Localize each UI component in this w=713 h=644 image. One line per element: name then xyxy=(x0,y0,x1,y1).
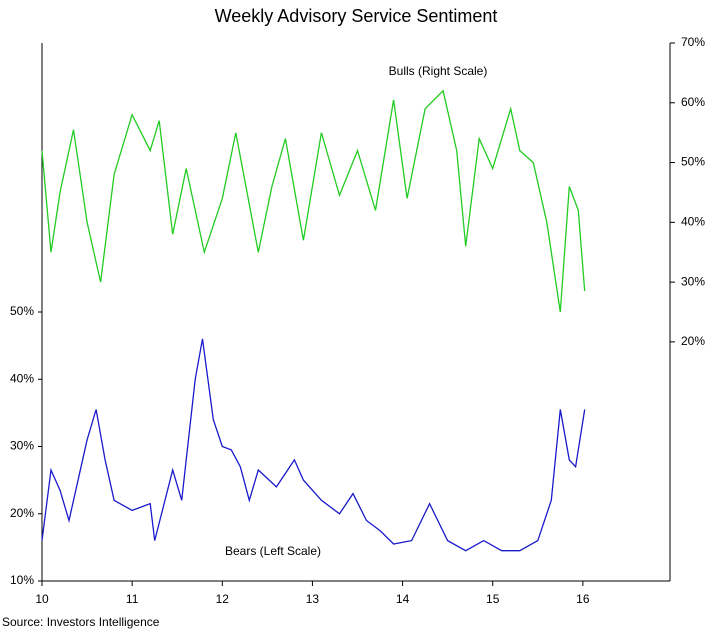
chart-title: Weekly Advisory Service Sentiment xyxy=(215,6,498,26)
y-tick-label: 10% xyxy=(10,573,34,587)
x-tick-label: 10 xyxy=(35,592,49,606)
series-line xyxy=(41,89,586,313)
x-tick-label: 11 xyxy=(126,592,139,606)
y-tick-label: 20% xyxy=(10,506,34,520)
y2-tick-label: 30% xyxy=(681,274,705,288)
source: Source: Investors Intelligence xyxy=(2,615,160,629)
y-tick-label: 40% xyxy=(10,371,34,385)
y-tick-label: 30% xyxy=(10,439,34,453)
y2-tick-label: 60% xyxy=(681,95,705,109)
x-tick-label: 12 xyxy=(216,592,230,606)
x-tick-label: 15 xyxy=(486,592,500,606)
x-tick-label: 14 xyxy=(396,592,410,606)
y2-tick-label: 50% xyxy=(681,155,705,169)
y2-tick-label: 70% xyxy=(681,35,705,49)
x-tick-label: 13 xyxy=(306,592,320,606)
x-tick-label: 16 xyxy=(576,592,590,606)
series-line xyxy=(41,338,586,552)
annotation: Bulls (Right Scale) xyxy=(389,64,488,78)
y2-tick-label: 40% xyxy=(681,215,705,229)
y-tick-label: 50% xyxy=(10,304,34,318)
y2-tick-label: 20% xyxy=(681,334,705,348)
annotation: Bears (Left Scale) xyxy=(225,544,321,558)
